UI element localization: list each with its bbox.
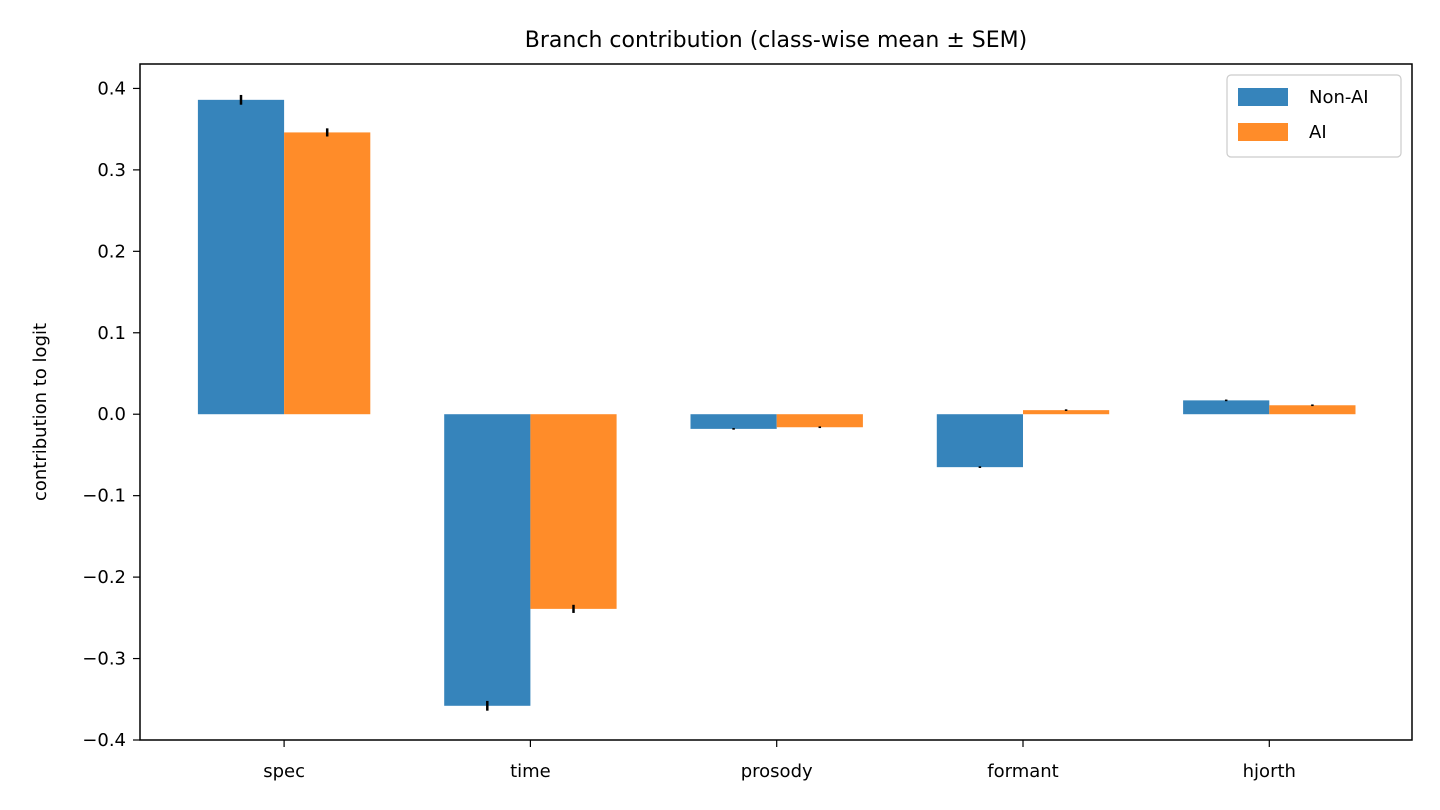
bar-non-ai-time bbox=[444, 414, 531, 706]
bar-ai-spec bbox=[284, 132, 371, 415]
chart-title: Branch contribution (class-wise mean ± S… bbox=[525, 28, 1027, 53]
x-axis: spec time prosody formant hjorth bbox=[263, 740, 1296, 782]
legend-swatch-non-ai bbox=[1238, 88, 1288, 106]
y-axis: 0.4 0.3 0.2 0.1 0.0 −0.1 −0.2 −0.3 −0.4 bbox=[82, 78, 140, 751]
bar-ai-time bbox=[530, 414, 617, 609]
x-tick-label-prosody: prosody bbox=[741, 761, 813, 782]
y-axis-label: contribution to logit bbox=[30, 323, 51, 501]
x-tick-label-spec: spec bbox=[263, 761, 305, 782]
y-tick-label: 0.3 bbox=[97, 160, 126, 181]
y-tick-label: −0.4 bbox=[82, 730, 126, 751]
bar-non-ai-hjorth bbox=[1183, 400, 1270, 415]
bar-ai-prosody bbox=[776, 414, 863, 428]
y-tick-label: −0.3 bbox=[82, 649, 126, 670]
bar-ai-hjorth bbox=[1269, 405, 1356, 415]
legend-label-non-ai: Non-AI bbox=[1309, 87, 1369, 108]
bar-non-ai-spec bbox=[197, 99, 285, 415]
legend: Non-AI AI bbox=[1226, 74, 1402, 158]
x-tick-label-time: time bbox=[510, 761, 551, 782]
y-tick-label: 0.1 bbox=[97, 323, 126, 344]
legend-swatch-ai bbox=[1238, 123, 1288, 141]
y-tick-label: 0.4 bbox=[97, 78, 126, 99]
bar-non-ai-formant bbox=[936, 414, 1023, 468]
bar-ai-formant bbox=[1023, 410, 1110, 415]
y-tick-label: 0.2 bbox=[97, 241, 126, 262]
x-tick-label-hjorth: hjorth bbox=[1243, 761, 1296, 782]
x-tick-label-formant: formant bbox=[987, 761, 1058, 782]
bar-non-ai-prosody bbox=[690, 414, 777, 429]
legend-label-ai: AI bbox=[1309, 122, 1327, 143]
y-tick-label: 0.0 bbox=[97, 404, 126, 425]
y-tick-label: −0.1 bbox=[82, 486, 126, 507]
error-bars-layer bbox=[239, 94, 1314, 711]
y-tick-label: −0.2 bbox=[82, 567, 126, 588]
plot-frame bbox=[139, 63, 1413, 741]
bars-layer bbox=[197, 99, 1356, 706]
